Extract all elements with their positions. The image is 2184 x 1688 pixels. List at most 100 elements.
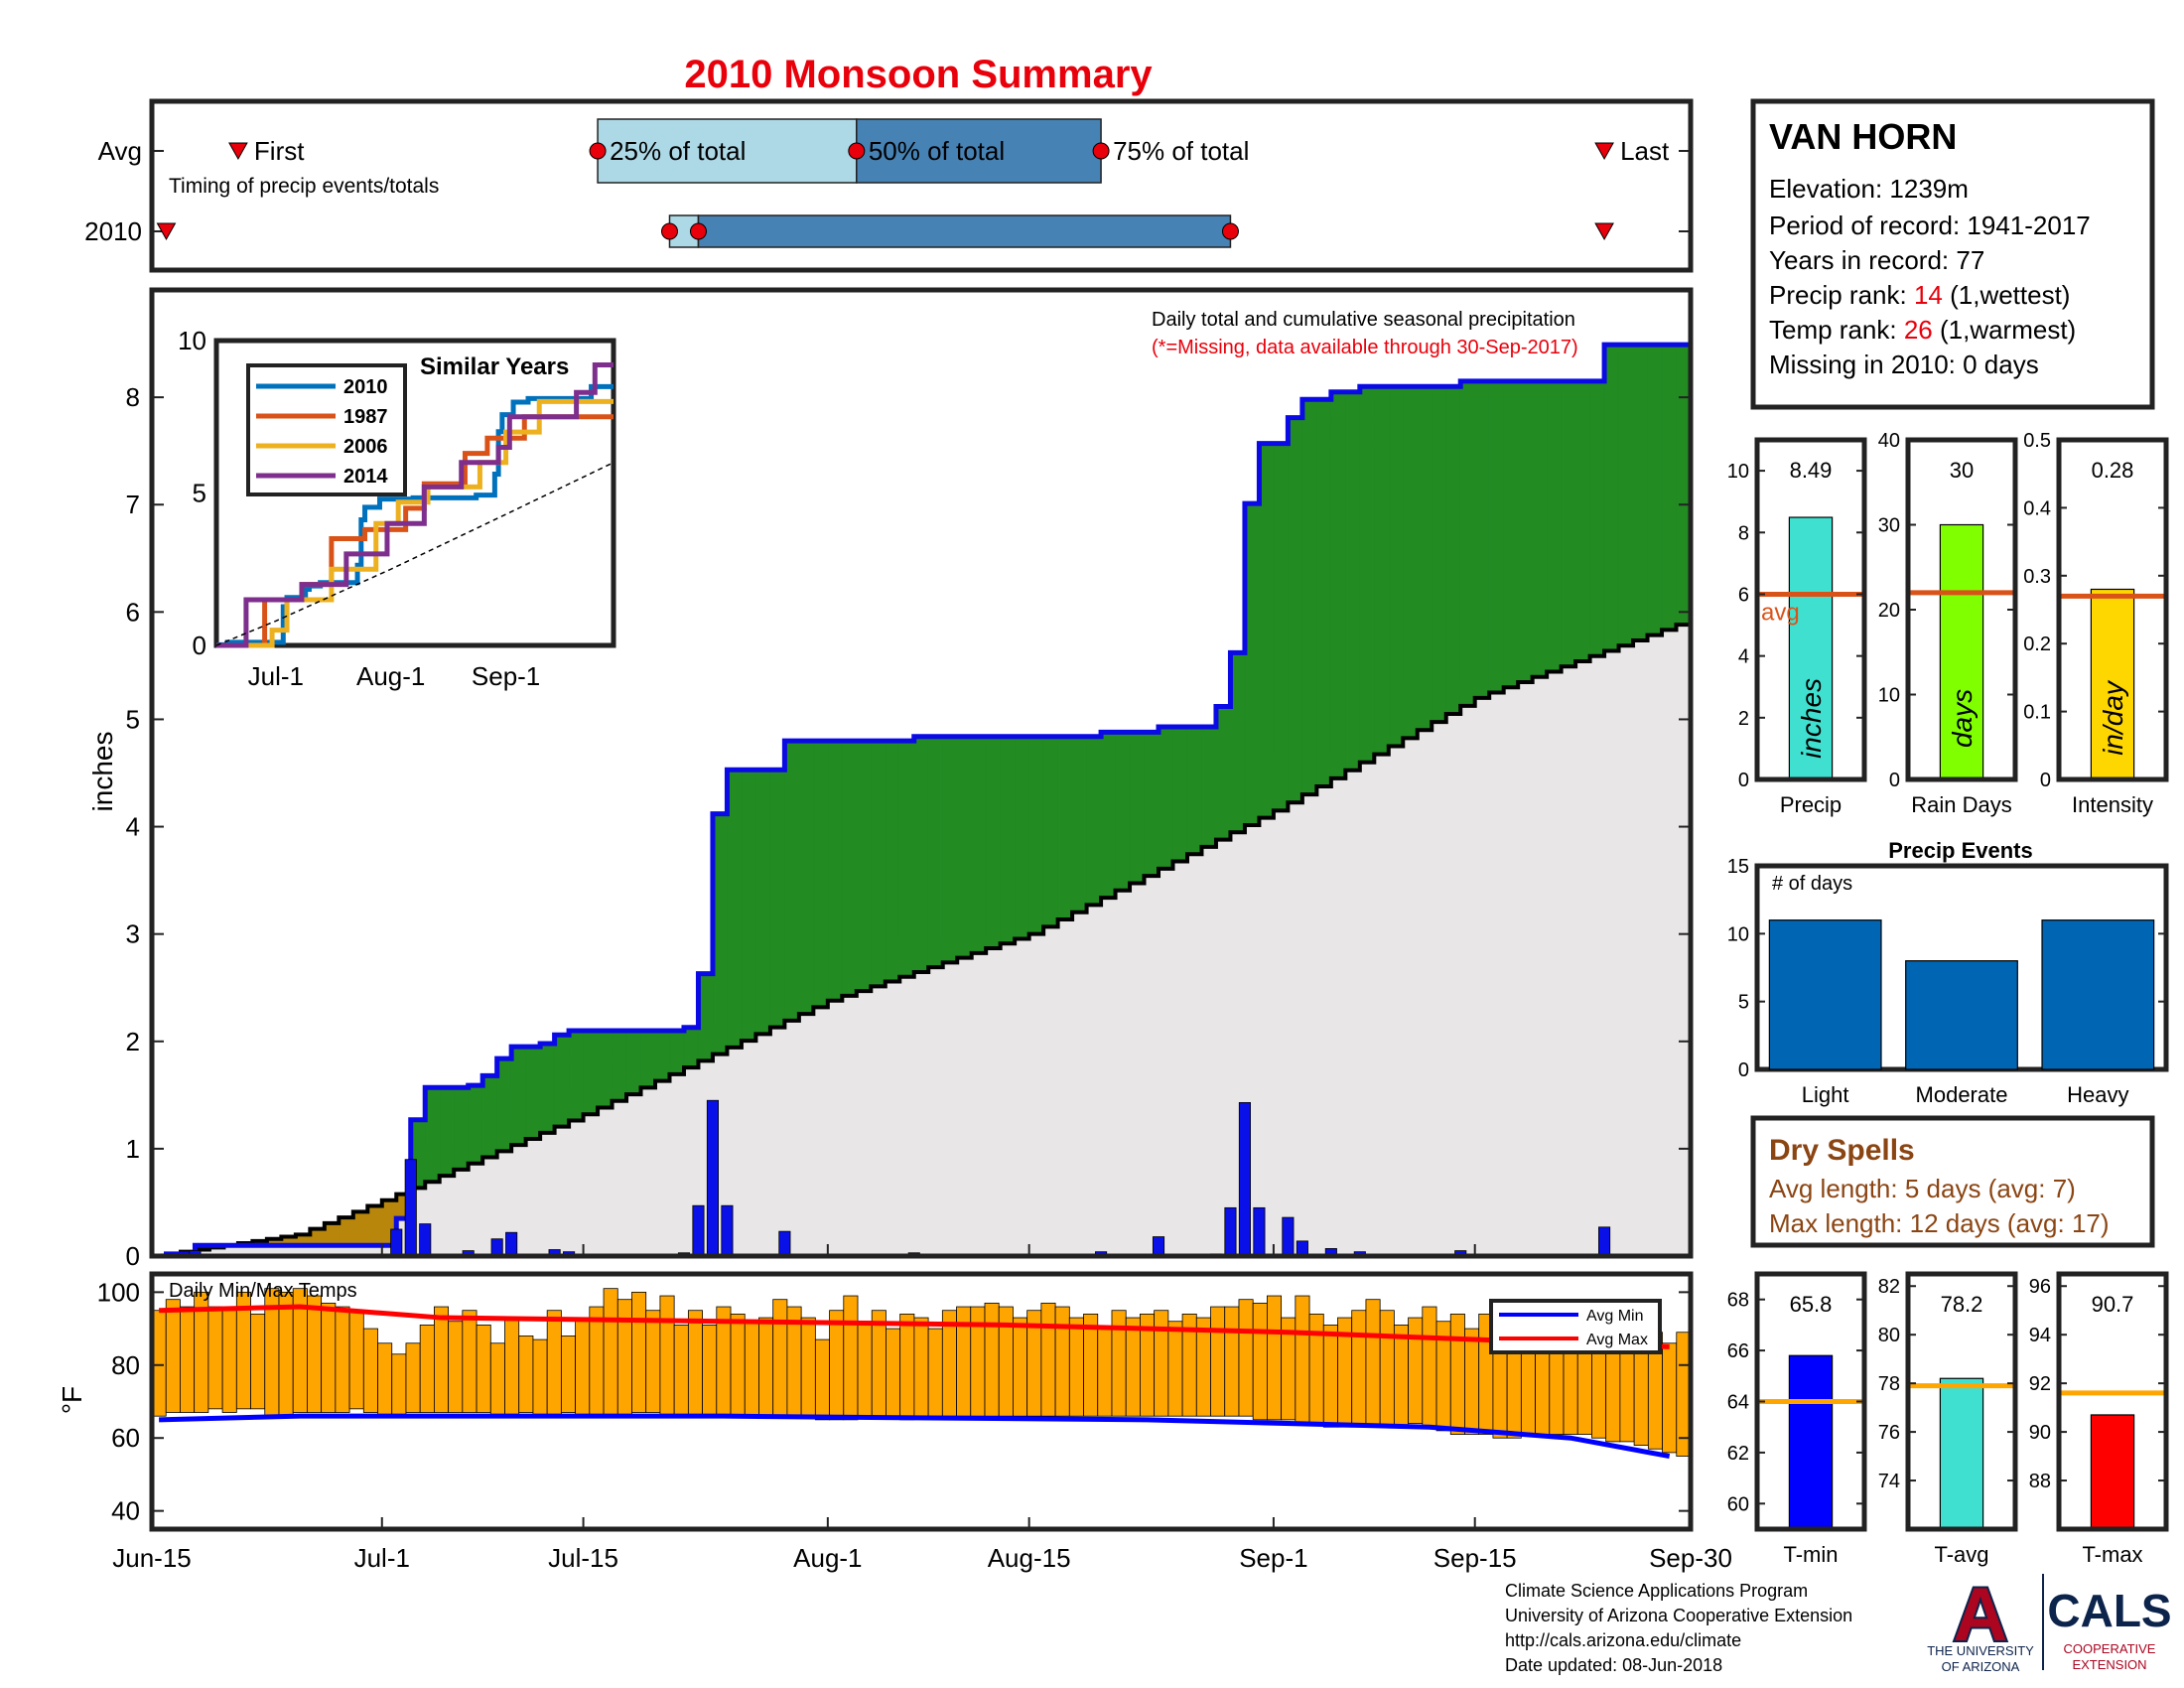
temp-t-avg-value-label: 78.2 (1941, 1292, 1983, 1317)
timing-first-label: First (254, 136, 305, 166)
precip-header: Daily total and cumulative seasonal prec… (1152, 309, 1575, 331)
daily-temp-bar (532, 1338, 548, 1417)
summary-intensity-value-label: 0.28 (2092, 458, 2134, 483)
station-missing: Missing in 2010: 0 days (1769, 350, 2039, 379)
daily-precip-bar (778, 1230, 791, 1257)
daily-precip-bar (1598, 1226, 1611, 1257)
x-tick-label: Jun-15 (112, 1543, 192, 1573)
dry-spells-title: Dry Spells (1769, 1134, 1915, 1167)
y-tick-label: 76 (1878, 1422, 1900, 1444)
daily-temp-bar (1308, 1313, 1324, 1424)
y-tick-label: 15 (1727, 856, 1749, 878)
y-tick-label: 60 (111, 1423, 140, 1453)
timing-row-label-2010: 2010 (84, 216, 142, 246)
inset-y-tick-label: 5 (193, 479, 206, 508)
daily-temp-bar (1365, 1299, 1381, 1428)
y-tick-label: 0 (1889, 770, 1900, 791)
temps-panel: 40 60 80 100 Jun-15 Jul-1 Jul-15 Aug-1 Aug-15 Sep… (57, 1271, 1732, 1573)
daily-temp-bar (560, 1336, 577, 1413)
temp-t-min-panel: 65.8 60 62 64 66 68 T-min (1727, 1271, 1867, 1567)
y-tick-label: 2 (126, 1027, 140, 1056)
temp-t-avg-panel: 78.2 74 76 78 80 82 T-avg (1878, 1271, 2018, 1567)
station-name: VAN HORN (1769, 116, 1957, 157)
y-tick-label: 66 (1727, 1340, 1749, 1362)
figure-title: 2010 Monsoon Summary (684, 53, 1153, 96)
daily-precip-bar (490, 1238, 503, 1257)
daily-temp-bar (603, 1288, 618, 1417)
daily-temp-bar (589, 1306, 605, 1417)
temp-summary-bars: 65.8 60 62 64 66 68 T-min 78.2 74 76 78 80 82 T-avg 90… (1727, 1271, 2169, 1567)
summary-precip-frame (1754, 437, 1867, 782)
events-category-light: Light (1802, 1082, 1849, 1107)
daily-temp-bar (927, 1328, 943, 1417)
y-tick-label: 6 (126, 597, 140, 627)
summary-precip-avg-label: avg (1761, 599, 1800, 626)
x-tick-label: Aug-1 (793, 1543, 862, 1573)
temp-t-max-value-label: 90.7 (2092, 1292, 2134, 1317)
daily-temp-bar (391, 1353, 407, 1417)
y-tick-label: 62 (1727, 1443, 1749, 1465)
daily-temp-bar (1154, 1310, 1169, 1417)
daily-temp-bar (659, 1295, 675, 1417)
cals-logo: CALS COOPERATIVE EXTENSION (2047, 1585, 2171, 1672)
summary-precip-value-label: 8.49 (1790, 458, 1833, 483)
daily-temp-bar (1068, 1317, 1084, 1417)
summary-intensity-frame (2056, 437, 2169, 782)
y-tick-label: 40 (1878, 430, 1900, 452)
inset-avg-line (215, 462, 614, 646)
daily-temp-bar (1040, 1302, 1056, 1417)
summary-precip-unit-label: inches (1796, 678, 1827, 759)
daily-temp-bar (405, 1342, 421, 1413)
timing-2010-q50-marker (689, 222, 707, 240)
daily-precip-bar (390, 1228, 403, 1257)
y-tick-label: 0 (1738, 770, 1749, 791)
y-tick-label: 1 (126, 1134, 140, 1164)
daily-precip-bar (1282, 1216, 1295, 1257)
daily-temp-bar (730, 1313, 746, 1417)
daily-temp-bar (1167, 1321, 1183, 1417)
summary-precip-panel: inches avg 8.49 0 2 4 6 8 10 Precip (1727, 437, 1867, 817)
daily-precip-bar (721, 1204, 734, 1257)
legend-label: 1987 (343, 406, 388, 428)
timing-panel: Avg 2010 First 25% of total 50% of total 75% … (84, 98, 1694, 273)
daily-temp-bar (673, 1325, 689, 1417)
university-of-arizona-logo: A THE UNIVERSITY OF ARIZONA (1927, 1571, 2034, 1674)
summary-rain-days-unit-label: days (1947, 689, 1978, 748)
summary-intensity-panel: in/day 0.28 0 0.1 0.2 0.3 0.4 0.5 Intensity (2023, 430, 2169, 817)
y-tick-label: 4 (1738, 646, 1749, 668)
daily-temp-bar (1379, 1310, 1395, 1428)
summary-intensity-unit-label: in/day (2098, 679, 2128, 756)
y-tick-label: 0.2 (2023, 633, 2051, 655)
daily-temp-bar (546, 1310, 562, 1417)
daily-temp-bar (1295, 1295, 1310, 1424)
events-category-heavy: Heavy (2067, 1082, 2128, 1107)
y-tick-label: 3 (126, 919, 140, 949)
daily-temp-bar (843, 1295, 859, 1421)
summary-precip-bar (1788, 516, 1834, 780)
precip-ylabel: inches (87, 732, 118, 812)
y-tick-label: 80 (1878, 1325, 1900, 1346)
y-tick-label: 4 (126, 812, 140, 842)
daily-temp-bar (307, 1295, 323, 1413)
daily-precip-bar (404, 1159, 417, 1257)
daily-temp-bar (616, 1299, 632, 1417)
timing-avg-q50-marker (848, 142, 866, 160)
daily-temp-bar (1633, 1338, 1649, 1446)
daily-temp-bar (207, 1306, 223, 1410)
daily-temp-bar (1266, 1295, 1283, 1421)
timing-q75-label: 75% of total (1113, 136, 1249, 166)
dry-spells-box: Dry Spells Avg length: 5 days (avg: 7) M… (1750, 1115, 2155, 1248)
daily-temp-bar (871, 1310, 887, 1417)
daily-temp-bar (829, 1310, 845, 1421)
daily-temp-bar (857, 1321, 873, 1417)
y-tick-label: 10 (1727, 461, 1749, 483)
daily-temp-bar (687, 1310, 703, 1417)
y-tick-label: 82 (1878, 1276, 1900, 1298)
y-tick-label: 7 (126, 490, 140, 519)
daily-temp-bar (913, 1317, 929, 1417)
y-tick-label: 0 (2040, 770, 2051, 791)
daily-temp-bar (899, 1313, 915, 1421)
daily-precip-bar (1152, 1236, 1165, 1257)
daily-precip-bar (505, 1231, 518, 1257)
summary-rain-days-bar (1939, 523, 1984, 780)
